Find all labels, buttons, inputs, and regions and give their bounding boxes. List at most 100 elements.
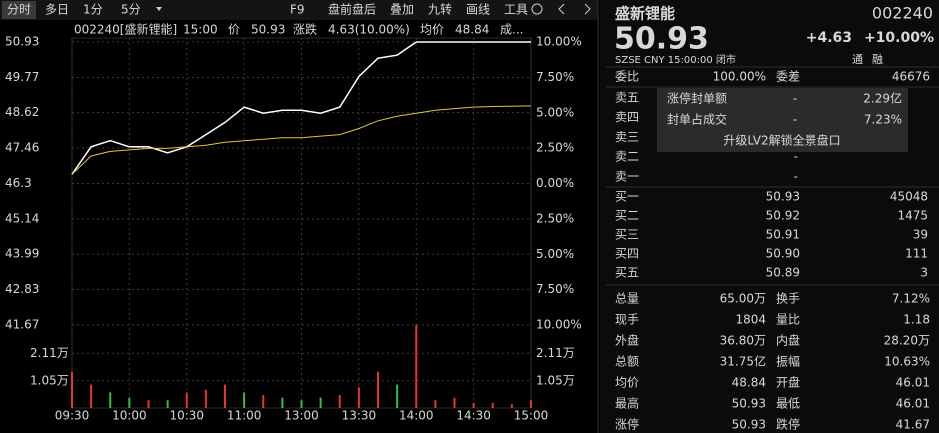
y-tick-label: 46.3 xyxy=(5,176,32,190)
volume-tick-label: 1.05万 xyxy=(30,373,69,387)
volume-bar xyxy=(109,392,112,408)
overlay-value: 7.23% xyxy=(864,113,902,127)
y2-tick-label: 5.00% xyxy=(536,105,574,119)
ask-label: 卖四 xyxy=(615,110,639,124)
tool[interactable]: 工具 xyxy=(504,3,528,17)
quote-panel xyxy=(600,0,939,433)
stat-value: 10.63% xyxy=(884,355,930,369)
header-price: 50.93 xyxy=(251,23,285,37)
volume-bar xyxy=(128,397,131,408)
tab[interactable]: 1分 xyxy=(83,3,103,17)
tab[interactable]: 分时 xyxy=(7,3,31,17)
stat-value: 31.75亿 xyxy=(720,354,766,369)
price-line xyxy=(71,41,531,175)
volume-bar xyxy=(90,384,93,408)
tool[interactable]: 画线 xyxy=(466,3,490,17)
tool[interactable]: 九转 xyxy=(428,2,452,17)
ask-label: 卖一 xyxy=(615,169,639,183)
volume-bar xyxy=(415,325,418,408)
volume-bar xyxy=(300,400,303,408)
y2-tick-label: 2.50% xyxy=(536,141,574,155)
stat-value: 1804 xyxy=(735,313,766,327)
stat-value: 41.67 xyxy=(896,418,930,432)
dropdown-icon[interactable] xyxy=(156,7,162,11)
stat-value: 65.00万 xyxy=(720,292,766,306)
x-tick-label: 14:30 xyxy=(456,409,491,423)
stat-value: 46.01 xyxy=(896,376,930,390)
volume-bar xyxy=(530,400,532,408)
volume-tick-label-right: 1.05万 xyxy=(536,373,575,387)
overlay-dash: - xyxy=(793,113,797,127)
overlay-label: 涨停封单额 xyxy=(667,91,727,106)
x-tick-label: 13:00 xyxy=(284,409,319,423)
volume-tick-label: 2.11万 xyxy=(30,346,69,360)
next-icon[interactable] xyxy=(584,3,591,15)
badge: 融 xyxy=(872,53,883,66)
bid-price: 50.90 xyxy=(766,247,800,261)
volume-bar xyxy=(338,395,341,408)
x-tick-label: 11:00 xyxy=(227,409,262,423)
stock-name: 盛新锂能 xyxy=(615,5,675,23)
stat-value: 50.93 xyxy=(732,397,766,411)
stat-label: 总额 xyxy=(615,355,639,369)
stat-label: 外盘 xyxy=(615,333,639,348)
tool[interactable]: 盘前盘后 xyxy=(328,2,376,17)
settings-icon[interactable] xyxy=(531,3,543,15)
volume-bar xyxy=(491,402,494,408)
stat-label: 开盘 xyxy=(776,375,800,390)
market-meta: SZSE CNY 15:00:00 闭市 xyxy=(615,53,736,66)
overlay-label: 封单占成交 xyxy=(667,112,727,127)
overlay-value: 2.29亿 xyxy=(863,91,902,106)
overlay-dash: - xyxy=(793,92,797,106)
volume-bar xyxy=(319,397,322,408)
tool[interactable]: F9 xyxy=(290,3,305,17)
header-change: 4.63(10.00%) xyxy=(328,23,410,37)
stat-value: 36.80万 xyxy=(720,334,766,348)
lv2-upgrade[interactable]: 升级LV2解锁全景盘口 xyxy=(723,133,840,148)
bid-volume: 39 xyxy=(913,228,928,242)
ask-value: - xyxy=(794,169,798,183)
volume-bar xyxy=(147,400,150,408)
volume-bar xyxy=(453,397,456,408)
prev-icon[interactable] xyxy=(558,3,565,15)
tool[interactable]: 叠加 xyxy=(390,3,414,17)
bid-volume: 1475 xyxy=(897,209,928,223)
volume-bar xyxy=(71,371,73,408)
ratio-diff-label: 委差 xyxy=(776,70,800,84)
ask-label: 卖二 xyxy=(615,150,639,164)
ask-label: 卖三 xyxy=(615,130,639,144)
volume-bar xyxy=(434,400,437,408)
tab[interactable]: 多日 xyxy=(45,3,69,17)
header-time: 15:00 xyxy=(183,23,218,37)
y-tick-label: 48.62 xyxy=(5,105,39,119)
bid-label: 买四 xyxy=(615,247,639,261)
ask-value: - xyxy=(794,150,798,164)
last-price: 50.93 xyxy=(614,22,709,57)
volume-bar xyxy=(262,395,265,408)
header-more: 成... xyxy=(500,23,523,37)
tab-active-bg xyxy=(2,1,36,19)
volume-bar xyxy=(396,384,399,408)
y2-tick-label: 7.50% xyxy=(536,70,574,84)
stat-label: 换手 xyxy=(776,292,800,306)
x-tick-label: 15:00 xyxy=(514,409,549,423)
badge: 通 xyxy=(852,53,863,66)
y2-tick-label: 10.00% xyxy=(536,35,582,49)
stat-label: 量比 xyxy=(776,313,800,327)
x-tick-label: 10:00 xyxy=(112,409,147,423)
x-tick-label: 09:30 xyxy=(55,409,90,423)
tab[interactable]: 5分 xyxy=(121,3,141,17)
x-tick-label: 14:00 xyxy=(399,409,434,423)
volume-bar xyxy=(472,402,475,408)
ratio-value: 100.00% xyxy=(713,70,766,84)
bid-price: 50.92 xyxy=(766,209,800,223)
ratio-label: 委比 xyxy=(615,70,639,84)
bid-label: 买一 xyxy=(615,190,639,204)
header-avg: 48.84 xyxy=(455,23,489,37)
volume-tick-label-right: 2.11万 xyxy=(536,346,575,360)
y-tick-label: 49.77 xyxy=(5,70,39,84)
lv2-overlay xyxy=(657,88,908,152)
stock-code: 002240 xyxy=(872,4,933,23)
